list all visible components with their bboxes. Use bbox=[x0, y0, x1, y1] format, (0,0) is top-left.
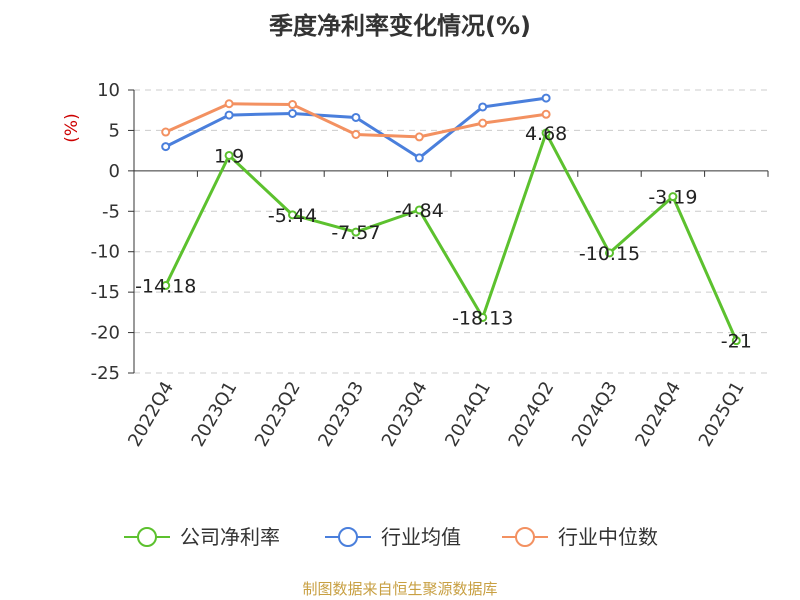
legend-swatch-marker bbox=[137, 527, 157, 547]
legend-item: 公司净利率 bbox=[124, 525, 280, 549]
data-label: -3.19 bbox=[648, 187, 697, 209]
data-point bbox=[668, 192, 678, 202]
x-tick-label: 2023Q4 bbox=[378, 378, 432, 450]
data-label: -18.13 bbox=[452, 307, 513, 329]
data-point bbox=[351, 227, 361, 237]
y-axis-unit-label: (%) bbox=[62, 113, 82, 142]
series-layer bbox=[161, 93, 741, 346]
grid-lines bbox=[134, 89, 768, 374]
legend-label: 行业中位数 bbox=[558, 525, 658, 549]
y-tick-label: 0 bbox=[109, 161, 120, 182]
data-point bbox=[161, 281, 171, 291]
legend: 公司净利率 行业均值 行业中位数 bbox=[124, 525, 658, 549]
data-point bbox=[288, 108, 297, 118]
data-point bbox=[541, 109, 551, 119]
data-point bbox=[161, 127, 171, 137]
data-point bbox=[605, 248, 614, 258]
data-point bbox=[351, 112, 361, 122]
y-tick-label: -15 bbox=[91, 282, 120, 303]
data-label: -4.84 bbox=[395, 200, 444, 222]
data-label: 1.9 bbox=[214, 145, 244, 167]
data-point bbox=[288, 210, 297, 220]
data-label: -7.57 bbox=[331, 222, 380, 244]
data-point bbox=[731, 336, 741, 346]
data-labels: -14.18 1.9 -5.44 -7.57 -4.84 -18.13 4.68 -10.15… bbox=[135, 123, 752, 353]
data-point bbox=[414, 153, 424, 163]
legend-item: 行业均值 bbox=[325, 525, 461, 549]
data-point bbox=[478, 312, 488, 322]
data-label: -10.15 bbox=[579, 243, 640, 265]
y-tick-label: -5 bbox=[102, 201, 120, 222]
y-tick-label: -25 bbox=[91, 363, 120, 384]
x-tick-label: 2024Q1 bbox=[441, 378, 495, 450]
series-2 bbox=[161, 99, 551, 142]
legend-label: 行业均值 bbox=[381, 525, 461, 549]
chart-title: 季度净利率变化情况(%) bbox=[269, 12, 531, 40]
data-point bbox=[414, 132, 424, 142]
data-point bbox=[224, 110, 234, 120]
series-0 bbox=[161, 128, 741, 346]
y-tick-label: 5 bbox=[109, 120, 120, 141]
data-point bbox=[161, 142, 171, 152]
y-tick-label: -20 bbox=[91, 323, 120, 344]
data-label: -14.18 bbox=[135, 276, 196, 298]
data-point bbox=[351, 129, 361, 139]
y-tick-label: -10 bbox=[91, 242, 120, 263]
legend-swatch-marker bbox=[515, 527, 535, 547]
source-note: 制图数据来自恒生聚源数据库 bbox=[302, 580, 497, 598]
data-label: -5.44 bbox=[268, 205, 317, 227]
x-tick-label: 2024Q4 bbox=[631, 378, 685, 450]
data-point bbox=[541, 128, 551, 138]
series-1 bbox=[161, 93, 551, 163]
x-tick-label: 2024Q3 bbox=[568, 378, 622, 450]
data-point bbox=[478, 102, 488, 112]
data-point bbox=[224, 150, 234, 160]
x-tick-label: 2025Q1 bbox=[695, 378, 749, 450]
data-point bbox=[414, 205, 424, 215]
data-label: -21 bbox=[721, 331, 752, 353]
x-tick-label: 2023Q3 bbox=[314, 378, 368, 450]
series-line bbox=[164, 131, 738, 342]
data-point bbox=[541, 93, 551, 103]
legend-swatch-marker bbox=[338, 527, 358, 547]
data-point bbox=[478, 118, 488, 128]
x-tick-label: 2024Q2 bbox=[505, 378, 559, 450]
data-point bbox=[288, 100, 297, 110]
x-tick-label: 2023Q1 bbox=[188, 378, 242, 450]
y-tick-label: 10 bbox=[97, 80, 120, 101]
legend-label: 公司净利率 bbox=[180, 525, 280, 549]
legend-item: 行业中位数 bbox=[502, 525, 658, 549]
x-tick-label: 2023Q2 bbox=[251, 378, 305, 450]
data-label: 4.68 bbox=[525, 123, 567, 145]
x-tick-label: 2022Q4 bbox=[124, 378, 178, 450]
data-point bbox=[224, 99, 234, 109]
